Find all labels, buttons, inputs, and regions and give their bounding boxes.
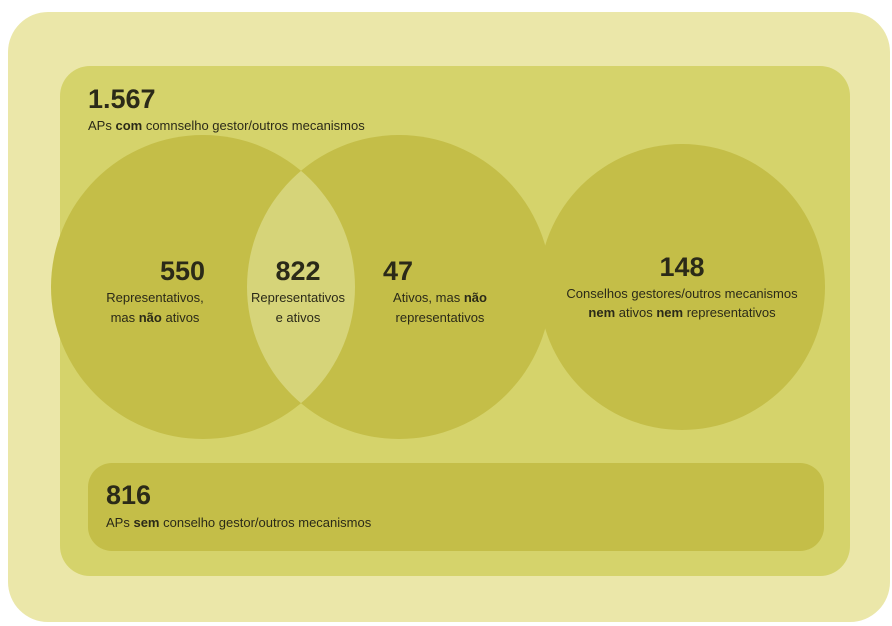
text-part: e ativos bbox=[276, 310, 321, 325]
text-part: nem bbox=[588, 305, 615, 320]
circle-label: Conselhos gestores/outros mecanismos bbox=[566, 286, 798, 301]
text-part: ativos bbox=[162, 310, 200, 325]
text-part: conselho gestor/outros mecanismos bbox=[160, 515, 372, 530]
footer-value: 816 bbox=[106, 480, 151, 510]
text-part: representativos bbox=[683, 305, 776, 320]
circle-label: e ativos bbox=[276, 310, 321, 325]
text-part: representativos bbox=[396, 310, 485, 325]
footer-caption: APs sem conselho gestor/outros mecanismo… bbox=[106, 515, 372, 530]
text-part: Ativos, mas bbox=[393, 290, 464, 305]
circle-label: nem ativos nem representativos bbox=[588, 305, 776, 320]
text-part: Representativos, bbox=[106, 290, 204, 305]
circle-label: Representativos bbox=[251, 290, 345, 305]
text-part: Conselhos gestores/outros mecanismos bbox=[566, 286, 798, 301]
text-part: comnselho gestor/outros mecanismos bbox=[142, 118, 365, 133]
circle-value: 47 bbox=[383, 256, 413, 286]
text-part: APs bbox=[88, 118, 115, 133]
circle-value: 822 bbox=[275, 256, 320, 286]
text-part: não bbox=[464, 290, 487, 305]
circle-label: representativos bbox=[396, 310, 485, 325]
text-part: Representativos bbox=[251, 290, 345, 305]
text-part: mas bbox=[111, 310, 139, 325]
text-part: com bbox=[115, 118, 142, 133]
text-part: não bbox=[139, 310, 162, 325]
header-caption: APs com comnselho gestor/outros mecanism… bbox=[88, 118, 365, 133]
circle-intersection bbox=[247, 135, 355, 439]
circle-label: mas não ativos bbox=[111, 310, 200, 325]
circle-other bbox=[539, 144, 825, 430]
circle-label: Representativos, bbox=[106, 290, 204, 305]
header-value: 1.567 bbox=[88, 84, 156, 114]
text-part: ativos bbox=[615, 305, 656, 320]
circle-value: 148 bbox=[659, 252, 704, 282]
circle-value: 550 bbox=[160, 256, 205, 286]
text-part: sem bbox=[133, 515, 159, 530]
footer-panel bbox=[88, 463, 824, 551]
text-part: nem bbox=[656, 305, 683, 320]
circle-label: Ativos, mas não bbox=[393, 290, 487, 305]
text-part: APs bbox=[106, 515, 133, 530]
